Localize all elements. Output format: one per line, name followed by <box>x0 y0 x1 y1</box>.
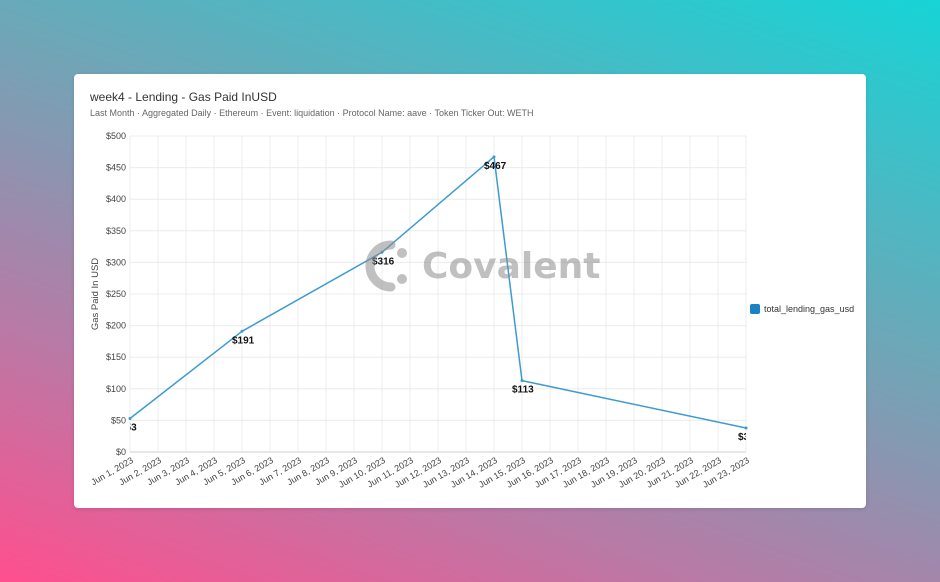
data-label: $467 <box>484 161 507 172</box>
y-tick-label: $350 <box>106 226 126 236</box>
legend[interactable]: total_lending_gas_usd <box>750 304 854 314</box>
y-tick-label: $100 <box>106 384 126 394</box>
y-tick-label: $50 <box>111 415 126 425</box>
data-point[interactable] <box>492 155 496 159</box>
y-tick-label: $200 <box>106 321 126 331</box>
y-tick-label: $0 <box>116 447 126 457</box>
chart-title: week4 - Lending - Gas Paid InUSD <box>90 90 277 104</box>
y-axis-ticks: $0 $50 $100 $150 $200 $250 $300 $350 $400 $450 $50… <box>106 131 126 457</box>
chart-subtitle: Last Month · Aggregated Daily · Ethereum… <box>90 108 534 118</box>
data-label: $38 <box>738 432 755 443</box>
data-point[interactable] <box>240 329 244 333</box>
y-tick-label: $400 <box>106 194 126 204</box>
y-tick-label: $500 <box>106 131 126 141</box>
data-label: $316 <box>372 256 395 267</box>
data-point[interactable] <box>520 379 524 383</box>
data-point[interactable] <box>128 417 132 421</box>
y-tick-label: $450 <box>106 163 126 173</box>
legend-label: total_lending_gas_usd <box>764 304 855 314</box>
data-point[interactable] <box>380 250 384 254</box>
legend-swatch <box>750 304 760 314</box>
chart-card: week4 - Lending - Gas Paid InUSD Last Mo… <box>74 74 866 508</box>
y-tick-label: $300 <box>106 257 126 267</box>
series-line-total_lending_gas_usd <box>129 156 747 429</box>
y-axis-label: Gas Paid In USD <box>90 258 101 330</box>
grid-lines <box>129 135 747 453</box>
line-chart: $0 $50 $100 $150 $200 $250 $300 $350 $400 $450 $50… <box>89 131 755 490</box>
data-label: $191 <box>232 335 255 346</box>
y-tick-label: $250 <box>106 289 126 299</box>
data-label: $113 <box>512 385 534 396</box>
data-label: $53 <box>120 423 137 434</box>
y-tick-label: $150 <box>106 352 126 362</box>
data-point[interactable] <box>744 426 748 430</box>
